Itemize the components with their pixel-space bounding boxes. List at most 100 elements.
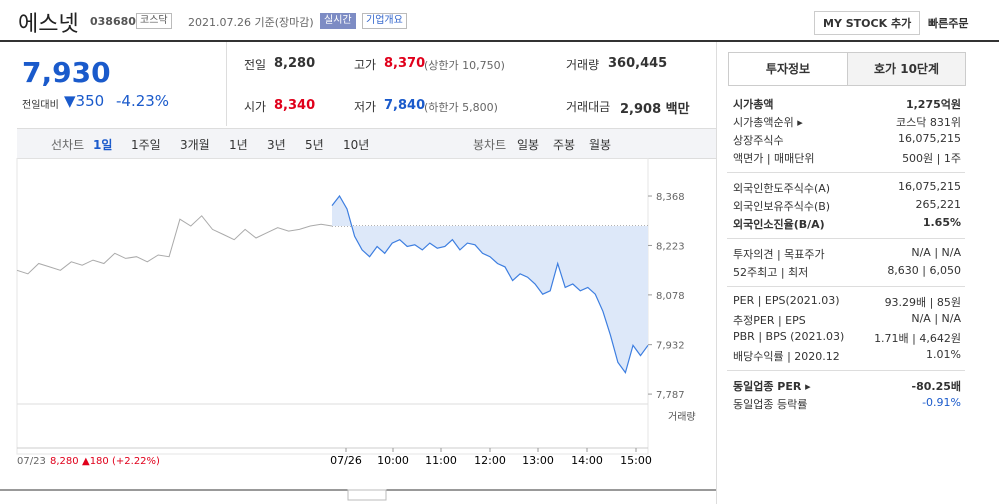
divider: [226, 42, 227, 126]
info-value: N/A | N/A: [911, 246, 961, 259]
info-tabs: 투자정보 호가 10단계: [728, 52, 966, 86]
realtime-badge[interactable]: 실시간: [320, 13, 356, 29]
tab-label: 봉차트: [473, 138, 507, 152]
quote-value: 8,340: [274, 98, 316, 113]
info-label: 투자의견 | 목표주가: [733, 248, 825, 261]
info-value: 코스닥 831위: [896, 116, 961, 129]
x-tick-label: 11:00: [425, 454, 457, 467]
info-label: 배당수익률 | 2020.12: [733, 350, 840, 363]
period-tab[interactable]: 1주일: [131, 138, 161, 152]
period-tabs: 선차트 1일 1주일 3개월 1년 3년 5년 10년 봉차트 일봉 주봉 월봉: [17, 128, 716, 159]
tab[interactable]: 호가 10단계: [873, 62, 940, 76]
quote-value: 8,370: [384, 56, 426, 71]
period-tab[interactable]: 3개월: [180, 138, 210, 152]
today-area: [332, 196, 648, 373]
quote-label: 저가: [354, 100, 377, 114]
info-value: N/A | N/A: [911, 312, 961, 325]
footer-rate: (+2.22%): [112, 456, 160, 467]
info-value: 93.29배 | 85원: [884, 296, 961, 309]
quote-value: 2,908 백만: [620, 102, 690, 117]
divider: [716, 42, 717, 504]
divider: [727, 238, 965, 239]
quote-label: 고가: [354, 58, 377, 72]
info-label: PER | EPS(2021.03): [733, 294, 840, 307]
info-label: 액면가 | 매매단위: [733, 152, 815, 165]
info-label: 동일업종 등락률: [733, 398, 808, 411]
info-value: 1.65%: [922, 216, 961, 229]
quote-label: 거래량: [566, 58, 600, 72]
quote-label: 전일: [244, 58, 267, 72]
info-value: 1.01%: [926, 348, 961, 361]
info-label: PBR | BPS (2021.03): [733, 330, 845, 343]
change-value: 350: [75, 92, 105, 110]
divider: [0, 40, 999, 42]
date: 2021.07.26 기준(장마감): [188, 16, 314, 29]
info-value: 8,630 | 6,050: [887, 264, 961, 277]
info-value: 1.71배 | 4,642원: [874, 332, 961, 345]
period-tab[interactable]: 1일: [93, 138, 113, 152]
period-tab[interactable]: 3년: [267, 138, 286, 152]
period-tab[interactable]: 월봉: [589, 138, 612, 152]
x-tick-label: 07/26: [330, 454, 362, 467]
period-tab[interactable]: 5년: [305, 138, 324, 152]
stock-code: 038680: [90, 15, 136, 28]
info-label: 추정PER | EPS: [733, 314, 806, 327]
footer-change: ▲180: [82, 456, 109, 467]
price-chart: 8,368 8,223 8,078 7,932 7,787 거래량 07/26 10:00 11…: [0, 158, 716, 501]
stock-name: 에스넷: [18, 12, 79, 37]
info-value: 500원 | 1주: [902, 152, 961, 165]
y-tick-label: 7,932: [656, 341, 685, 352]
x-tick-label: 13:00: [522, 454, 554, 467]
divider: [727, 172, 965, 173]
period-tab[interactable]: 일봉: [517, 138, 540, 152]
info-label: 외국인한도주식수(A): [733, 182, 831, 195]
company-button[interactable]: 기업개요: [362, 13, 407, 29]
info-label: 시가총액: [733, 98, 774, 111]
info-value: 265,221: [915, 198, 962, 211]
info-value: 1,275억원: [905, 98, 961, 111]
quote-value: 360,445: [608, 56, 668, 71]
period-tab[interactable]: 10년: [343, 138, 370, 152]
previous-day-line: [16, 215, 333, 275]
info-label: 52주최고 | 최저: [733, 266, 809, 279]
y-tick-label: 8,368: [656, 192, 685, 203]
mystock-button[interactable]: MY STOCK 추가: [814, 11, 921, 35]
today-line: [331, 194, 649, 374]
info-label: 동일업종 PER ▸: [733, 380, 811, 393]
info-value: -80.25배: [911, 380, 961, 393]
info-label: 외국인보유주식수(B): [733, 200, 831, 213]
info-label: 상장주식수: [733, 134, 784, 147]
x-tick-label: 15:00: [620, 454, 652, 467]
quote-label: 거래대금: [566, 100, 611, 114]
quote-note: (하한가 5,800): [424, 101, 498, 114]
period-tab[interactable]: 1년: [229, 138, 248, 152]
info-value: 16,075,215: [898, 180, 961, 193]
plot-frame: [16, 158, 649, 455]
quote-table: 전일 8,280 고가 8,370 (상한가 10,750) 거래량 360,445 시가 8,…: [226, 42, 716, 126]
x-tick-label: 10:00: [377, 454, 409, 467]
footer-price: 8,280: [50, 456, 79, 467]
change-rate: -4.23%: [116, 92, 170, 110]
volume-label: 거래량: [668, 411, 696, 423]
quote-value: 8,280: [274, 56, 316, 71]
info-label: 시가총액순위 ▸: [733, 116, 803, 129]
quote-note: (상한가 10,750): [424, 59, 505, 72]
footer-date: 07/23: [17, 456, 46, 467]
x-tick-label: 12:00: [474, 454, 506, 467]
tab-label: 선차트: [51, 138, 85, 152]
change-label: 전일대비: [22, 100, 59, 111]
collapse-button[interactable]: [347, 489, 387, 501]
y-tick-label: 8,223: [656, 241, 685, 252]
divider: [727, 286, 965, 287]
y-tick-label: 7,787: [656, 390, 685, 401]
market-tag: 코스닥: [136, 13, 172, 29]
info-value: -0.91%: [922, 396, 961, 409]
quick-order[interactable]: 빠른주문: [928, 17, 969, 30]
x-tick-label: 14:00: [571, 454, 603, 467]
period-tab[interactable]: 주봉: [553, 138, 576, 152]
info-label: 외국인소진율(B/A): [733, 218, 825, 231]
tab[interactable]: 투자정보: [729, 53, 848, 85]
quote-label: 시가: [244, 100, 267, 114]
